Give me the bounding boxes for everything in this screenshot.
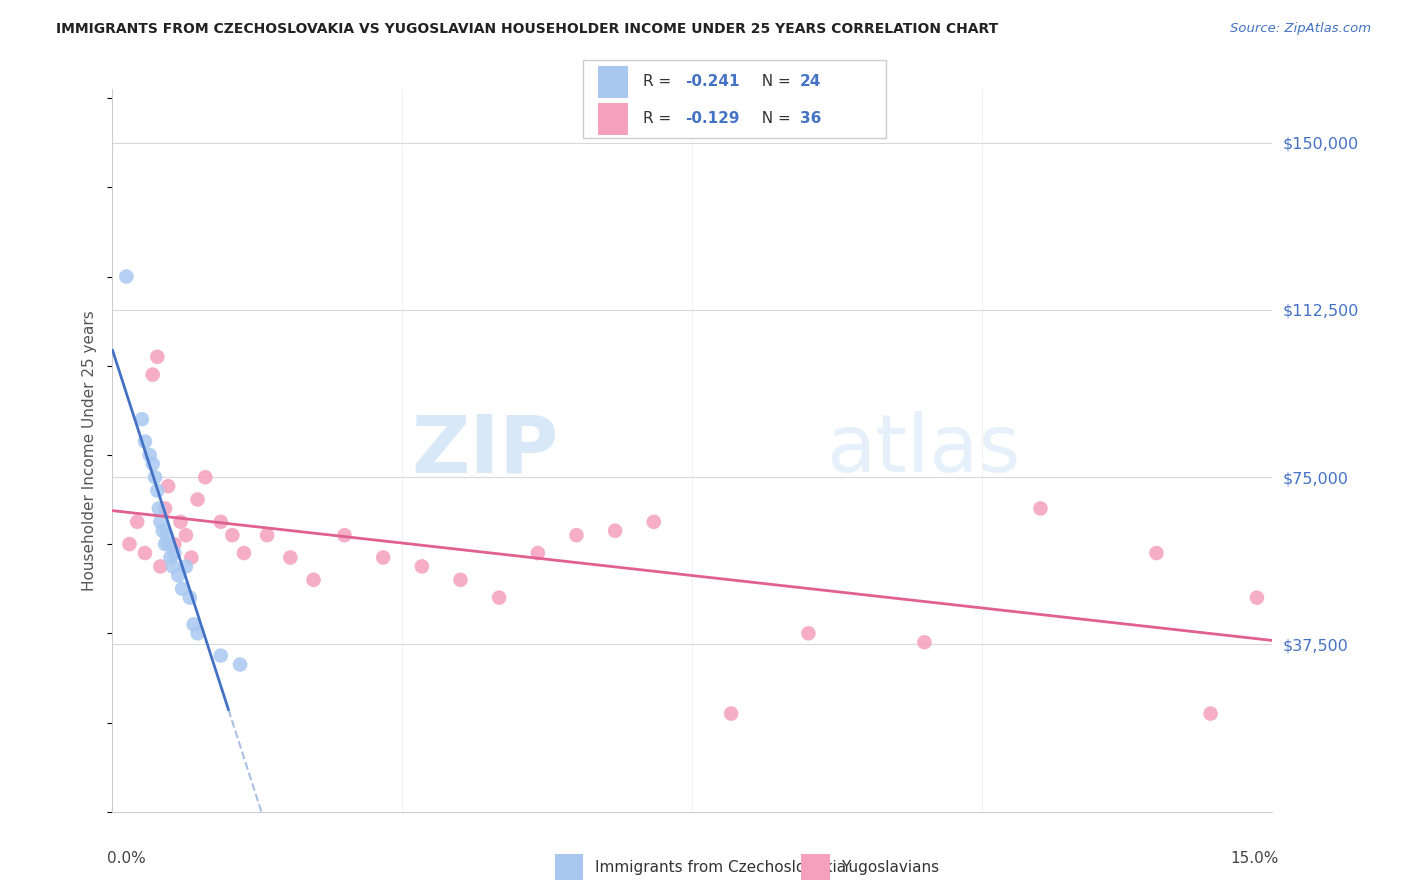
Point [174,559,197,574]
Text: Immigrants from Czechoslovakia: Immigrants from Czechoslovakia [595,860,846,874]
Point [450,573,472,587]
Point [605,524,627,538]
Point [411,559,433,574]
Point [302,573,325,587]
Text: -0.241: -0.241 [685,74,740,89]
Point [167,568,190,582]
Point [155,528,177,542]
Point [153,501,176,516]
Point [1246,591,1268,605]
Text: -0.129: -0.129 [685,112,740,126]
Point [172,582,194,596]
Point [1144,546,1167,560]
Point [153,537,176,551]
Text: ZIP: ZIP [412,411,560,490]
Point [157,537,180,551]
Point [142,368,165,382]
Text: N =: N = [752,74,796,89]
Point [186,492,209,507]
Text: R =: R = [643,74,676,89]
Text: N =: N = [752,112,796,126]
Point [131,412,153,426]
Point [179,591,201,605]
Point [127,515,149,529]
Point [142,457,165,471]
Y-axis label: Householder Income Under 25 years: Householder Income Under 25 years [82,310,97,591]
Point [229,657,252,672]
Text: Yugoslavians: Yugoslavians [841,860,939,874]
Text: IMMIGRANTS FROM CZECHOSLOVAKIA VS YUGOSLAVIAN HOUSEHOLDER INCOME UNDER 25 YEARS : IMMIGRANTS FROM CZECHOSLOVAKIA VS YUGOSL… [56,22,998,37]
Point [183,617,205,632]
Point [209,515,232,529]
Text: 15.0%: 15.0% [1230,852,1278,866]
Point [159,550,181,565]
Point [643,515,665,529]
Point [488,591,510,605]
Point [371,550,394,565]
Point [162,559,184,574]
Point [143,470,166,484]
Text: 0.0%: 0.0% [107,852,145,866]
Text: atlas: atlas [825,411,1021,490]
Point [115,269,138,284]
Point [146,483,169,498]
Point [526,546,548,560]
Point [118,537,141,551]
Text: 36: 36 [800,112,821,126]
Point [174,528,197,542]
Point [209,648,232,663]
Point [221,528,243,542]
Point [149,515,172,529]
Point [169,515,191,529]
Point [256,528,278,542]
Point [194,470,217,484]
Point [565,528,588,542]
Point [1029,501,1052,516]
Point [914,635,936,649]
Point [333,528,356,542]
Point [152,524,174,538]
Point [186,626,209,640]
Point [149,559,172,574]
Point [138,448,160,462]
Point [797,626,820,640]
Point [163,546,186,560]
Point [720,706,742,721]
Point [180,550,202,565]
Text: Source: ZipAtlas.com: Source: ZipAtlas.com [1230,22,1371,36]
Point [278,550,302,565]
Point [148,501,170,516]
Point [232,546,256,560]
Point [163,537,186,551]
Point [134,434,156,449]
Text: 24: 24 [800,74,821,89]
Point [1199,706,1222,721]
Point [157,479,180,493]
Point [134,546,156,560]
Point [146,350,169,364]
Text: R =: R = [643,112,676,126]
